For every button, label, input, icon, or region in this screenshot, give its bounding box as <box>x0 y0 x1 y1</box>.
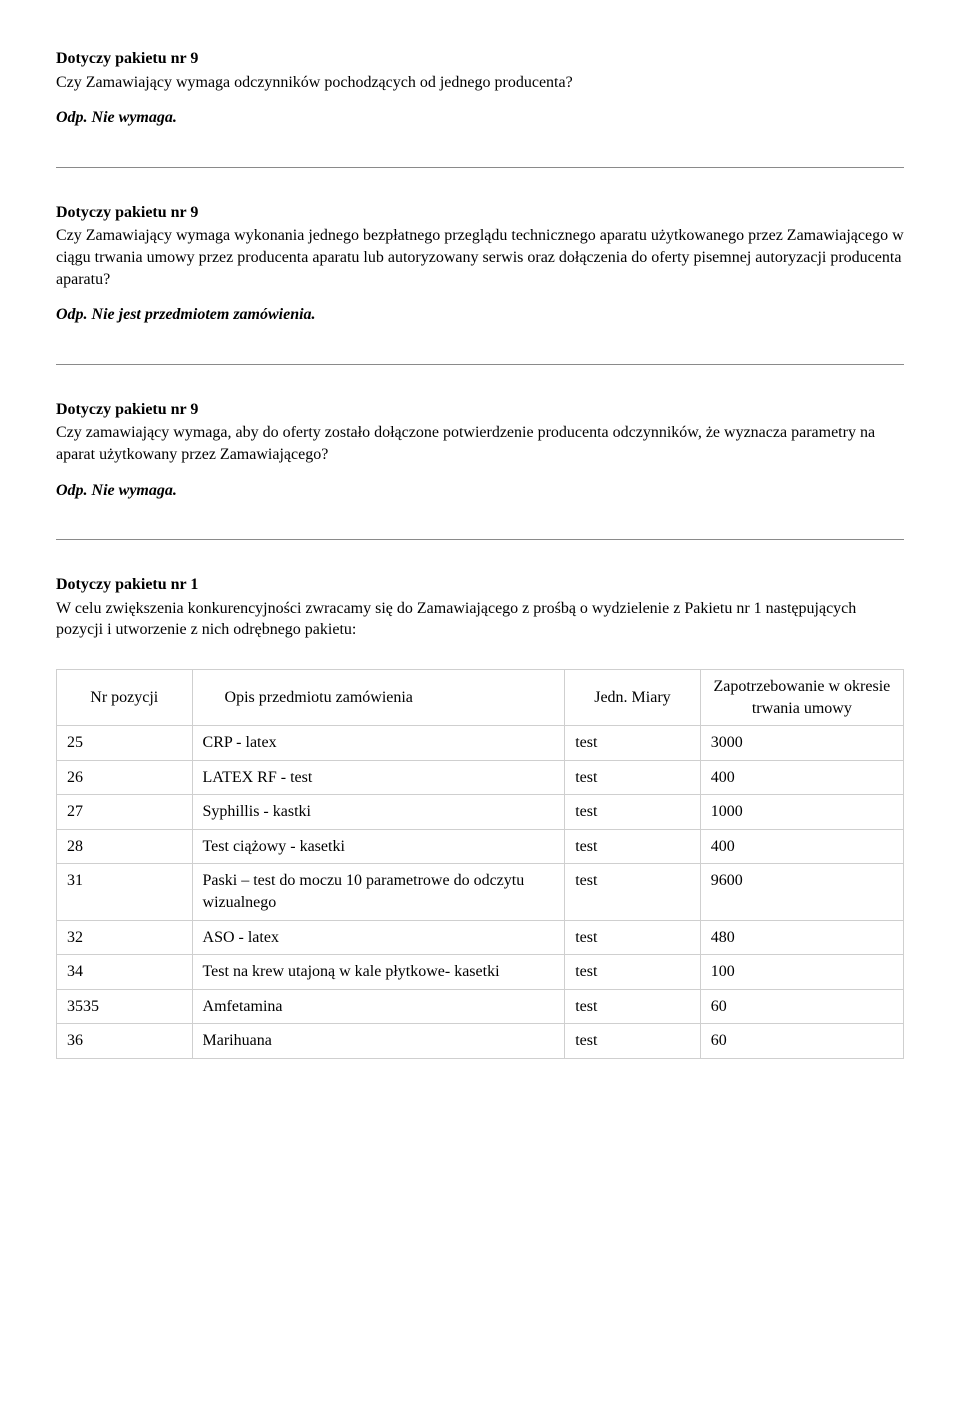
section-heading: Dotyczy pakietu nr 9 <box>56 202 904 224</box>
table-row: 36Marihuanatest60 <box>57 1024 904 1059</box>
table-cell: 9600 <box>700 864 903 920</box>
table-cell: test <box>565 760 701 795</box>
table-cell: 25 <box>57 726 193 761</box>
table-cell: 28 <box>57 829 193 864</box>
table-cell: Test ciążowy - kasetki <box>192 829 565 864</box>
table-cell: 27 <box>57 795 193 830</box>
qa-section-2: Dotyczy pakietu nr 9 Czy Zamawiający wym… <box>56 202 904 326</box>
table-cell: 32 <box>57 920 193 955</box>
table-cell: 400 <box>700 829 903 864</box>
table-cell: test <box>565 920 701 955</box>
table-row: 3535Amfetaminatest60 <box>57 989 904 1024</box>
section-body: Czy zamawiający wymaga, aby do oferty zo… <box>56 422 904 465</box>
table-cell: Marihuana <box>192 1024 565 1059</box>
table-row: 26LATEX RF - testtest400 <box>57 760 904 795</box>
table-cell: Syphillis - kastki <box>192 795 565 830</box>
section-divider <box>56 539 904 540</box>
table-cell: 3000 <box>700 726 903 761</box>
table-cell: Test na krew utajoną w kale płytkowe- ka… <box>192 955 565 990</box>
section-divider <box>56 364 904 365</box>
table-cell: 36 <box>57 1024 193 1059</box>
table-cell: Paski – test do moczu 10 parametrowe do … <box>192 864 565 920</box>
table-cell: test <box>565 795 701 830</box>
table-cell: Amfetamina <box>192 989 565 1024</box>
section-answer: Odp. Nie jest przedmiotem zamówienia. <box>56 304 904 326</box>
section-heading: Dotyczy pakietu nr 9 <box>56 399 904 421</box>
table-cell: CRP - latex <box>192 726 565 761</box>
col-header-jedn: Jedn. Miary <box>565 669 701 725</box>
col-header-opis: Opis przedmiotu zamówienia <box>192 669 565 725</box>
table-cell: 60 <box>700 1024 903 1059</box>
qa-section-4: Dotyczy pakietu nr 1 W celu zwiększenia … <box>56 574 904 641</box>
table-body: 25CRP - latextest300026LATEX RF - testte… <box>57 726 904 1059</box>
table-cell: test <box>565 864 701 920</box>
table-cell: test <box>565 989 701 1024</box>
table-cell: 100 <box>700 955 903 990</box>
section-answer: Odp. Nie wymaga. <box>56 107 904 129</box>
section-body: W celu zwiększenia konkurencyjności zwra… <box>56 598 904 641</box>
table-cell: test <box>565 726 701 761</box>
section-answer: Odp. Nie wymaga. <box>56 480 904 502</box>
table-cell: 3535 <box>57 989 193 1024</box>
table-cell: LATEX RF - test <box>192 760 565 795</box>
table-row: 31Paski – test do moczu 10 parametrowe d… <box>57 864 904 920</box>
section-heading: Dotyczy pakietu nr 1 <box>56 574 904 596</box>
table-cell: 60 <box>700 989 903 1024</box>
table-row: 28Test ciążowy - kasetkitest400 <box>57 829 904 864</box>
col-header-nr: Nr pozycji <box>57 669 193 725</box>
section-body: Czy Zamawiający wymaga wykonania jednego… <box>56 225 904 290</box>
section-body: Czy Zamawiający wymaga odczynników pocho… <box>56 72 904 94</box>
table-cell: 26 <box>57 760 193 795</box>
table-row: 25CRP - latextest3000 <box>57 726 904 761</box>
table-cell: 1000 <box>700 795 903 830</box>
table-row: 34Test na krew utajoną w kale płytkowe- … <box>57 955 904 990</box>
table-cell: ASO - latex <box>192 920 565 955</box>
items-table: Nr pozycji Opis przedmiotu zamówienia Je… <box>56 669 904 1059</box>
section-divider <box>56 167 904 168</box>
table-cell: 400 <box>700 760 903 795</box>
section-heading: Dotyczy pakietu nr 9 <box>56 48 904 70</box>
qa-section-3: Dotyczy pakietu nr 9 Czy zamawiający wym… <box>56 399 904 501</box>
qa-section-1: Dotyczy pakietu nr 9 Czy Zamawiający wym… <box>56 48 904 129</box>
col-header-zap: Zapotrzebowanie w okresie trwania umowy <box>700 669 903 725</box>
table-cell: 34 <box>57 955 193 990</box>
table-cell: 31 <box>57 864 193 920</box>
table-row: 27Syphillis - kastkitest1000 <box>57 795 904 830</box>
table-cell: test <box>565 829 701 864</box>
table-header-row: Nr pozycji Opis przedmiotu zamówienia Je… <box>57 669 904 725</box>
table-cell: test <box>565 955 701 990</box>
table-cell: test <box>565 1024 701 1059</box>
table-cell: 480 <box>700 920 903 955</box>
table-row: 32ASO - latextest480 <box>57 920 904 955</box>
